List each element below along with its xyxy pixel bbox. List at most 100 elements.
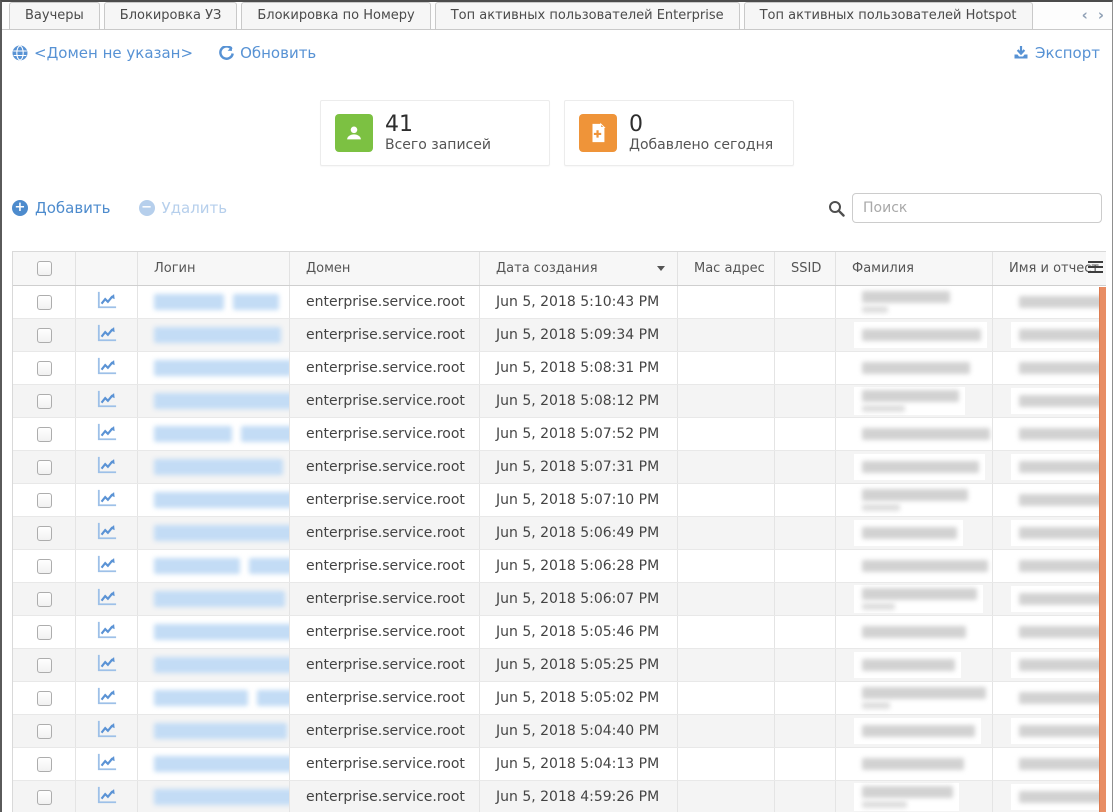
ssid-cell xyxy=(775,781,836,812)
surname-cell xyxy=(836,550,993,582)
ssid-cell xyxy=(775,517,836,549)
table-row[interactable]: enterprise.service.root Jun 5, 2018 4:59… xyxy=(13,781,1106,812)
table-row[interactable]: enterprise.service.root Jun 5, 2018 5:08… xyxy=(13,352,1106,385)
search-input[interactable] xyxy=(852,193,1102,223)
chart-icon[interactable] xyxy=(96,422,118,446)
tab-number-blocking[interactable]: Блокировка по Номеру xyxy=(241,2,431,29)
created-cell: Jun 5, 2018 5:06:49 PM xyxy=(480,517,678,549)
row-checkbox[interactable] xyxy=(36,624,52,640)
chart-icon[interactable] xyxy=(96,488,118,512)
header-name[interactable]: Имя и отчест xyxy=(1009,261,1099,276)
chart-icon[interactable] xyxy=(96,785,118,809)
mac-cell xyxy=(678,550,775,582)
tab-account-blocking[interactable]: Блокировка УЗ xyxy=(103,2,238,29)
surname-cell xyxy=(836,484,993,516)
table-row[interactable]: enterprise.service.root Jun 5, 2018 5:04… xyxy=(13,748,1106,781)
table-row[interactable]: enterprise.service.root Jun 5, 2018 5:07… xyxy=(13,451,1106,484)
table-row[interactable]: enterprise.service.root Jun 5, 2018 5:06… xyxy=(13,583,1106,616)
delete-button[interactable]: − Удалить xyxy=(138,199,228,217)
chart-icon[interactable] xyxy=(96,587,118,611)
table-row[interactable]: enterprise.service.root Jun 5, 2018 5:08… xyxy=(13,385,1106,418)
table-row[interactable]: enterprise.service.root Jun 5, 2018 5:09… xyxy=(13,319,1106,352)
column-menu-icon[interactable] xyxy=(1088,261,1103,276)
row-checkbox[interactable] xyxy=(36,327,52,343)
header-ssid[interactable]: SSID xyxy=(775,252,836,285)
row-checkbox[interactable] xyxy=(36,492,52,508)
row-checkbox[interactable] xyxy=(36,525,52,541)
name-cell xyxy=(993,649,1106,681)
table-row[interactable]: enterprise.service.root Jun 5, 2018 5:06… xyxy=(13,550,1106,583)
export-button[interactable]: Экспорт xyxy=(1013,44,1100,62)
ssid-cell xyxy=(775,715,836,747)
row-checkbox[interactable] xyxy=(36,690,52,706)
chart-icon[interactable] xyxy=(96,323,118,347)
domain-cell: enterprise.service.root xyxy=(290,451,480,483)
tab-scroll-left-icon[interactable]: ‹ xyxy=(1081,6,1088,24)
row-checkbox[interactable] xyxy=(36,723,52,739)
tab-vouchers[interactable]: Ваучеры xyxy=(9,2,100,29)
tab-top-users-hotspot[interactable]: Топ активных пользователей Hotspot xyxy=(743,2,1033,29)
chart-icon[interactable] xyxy=(96,719,118,743)
row-checkbox[interactable] xyxy=(36,294,52,310)
row-checkbox-cell xyxy=(13,385,76,417)
row-chart-cell xyxy=(76,649,138,681)
vertical-scrollbar[interactable] xyxy=(1099,287,1106,812)
login-cell xyxy=(138,451,290,483)
name-cell xyxy=(993,748,1106,780)
user-icon xyxy=(335,114,373,152)
header-created[interactable]: Дата создания xyxy=(480,252,678,285)
refresh-button[interactable]: Обновить xyxy=(219,44,316,62)
search-icon xyxy=(828,200,845,217)
row-checkbox[interactable] xyxy=(36,789,52,805)
login-cell xyxy=(138,550,290,582)
created-cell: Jun 5, 2018 5:08:31 PM xyxy=(480,352,678,384)
chart-icon[interactable] xyxy=(96,356,118,380)
header-login[interactable]: Логин xyxy=(138,252,290,285)
ssid-cell xyxy=(775,484,836,516)
row-checkbox[interactable] xyxy=(36,591,52,607)
chart-icon[interactable] xyxy=(96,620,118,644)
tab-top-users-enterprise[interactable]: Топ активных пользователей Enterprise xyxy=(434,2,740,29)
row-checkbox[interactable] xyxy=(36,558,52,574)
surname-cell xyxy=(836,682,993,714)
delete-label: Удалить xyxy=(161,199,228,217)
row-checkbox[interactable] xyxy=(36,360,52,376)
chart-icon[interactable] xyxy=(96,290,118,314)
table-row[interactable]: enterprise.service.root Jun 5, 2018 5:07… xyxy=(13,484,1106,517)
tab-scroll-right-icon[interactable]: › xyxy=(1097,6,1104,24)
chart-icon[interactable] xyxy=(96,653,118,677)
table-row[interactable]: enterprise.service.root Jun 5, 2018 5:05… xyxy=(13,649,1106,682)
login-cell xyxy=(138,616,290,648)
table-row[interactable]: enterprise.service.root Jun 5, 2018 5:05… xyxy=(13,682,1106,715)
domain-selector[interactable]: <Домен не указан> xyxy=(12,44,193,62)
name-cell xyxy=(993,583,1106,615)
chart-icon[interactable] xyxy=(96,389,118,413)
refresh-icon xyxy=(219,45,234,61)
row-checkbox[interactable] xyxy=(36,426,52,442)
table-row[interactable]: enterprise.service.root Jun 5, 2018 5:04… xyxy=(13,715,1106,748)
ssid-cell xyxy=(775,385,836,417)
row-checkbox[interactable] xyxy=(36,459,52,475)
name-cell xyxy=(993,781,1106,812)
row-checkbox[interactable] xyxy=(36,393,52,409)
table-row[interactable]: enterprise.service.root Jun 5, 2018 5:06… xyxy=(13,517,1106,550)
chart-icon[interactable] xyxy=(96,686,118,710)
header-surname[interactable]: Фамилия xyxy=(836,252,993,285)
table-row[interactable]: enterprise.service.root Jun 5, 2018 5:05… xyxy=(13,616,1106,649)
table-row[interactable]: enterprise.service.root Jun 5, 2018 5:10… xyxy=(13,286,1106,319)
select-all-checkbox[interactable] xyxy=(36,261,52,276)
add-button[interactable]: + Добавить xyxy=(12,199,111,217)
chart-icon[interactable] xyxy=(96,554,118,578)
header-chart-column xyxy=(76,252,138,285)
row-chart-cell xyxy=(76,451,138,483)
header-mac[interactable]: Mac адрес xyxy=(678,252,775,285)
table-row[interactable]: enterprise.service.root Jun 5, 2018 5:07… xyxy=(13,418,1106,451)
header-domain[interactable]: Домен xyxy=(290,252,480,285)
chart-icon[interactable] xyxy=(96,521,118,545)
row-checkbox[interactable] xyxy=(36,657,52,673)
chart-icon[interactable] xyxy=(96,455,118,479)
row-checkbox-cell xyxy=(13,550,76,582)
select-all-checkbox-cell xyxy=(13,252,76,285)
chart-icon[interactable] xyxy=(96,752,118,776)
row-checkbox[interactable] xyxy=(36,756,52,772)
